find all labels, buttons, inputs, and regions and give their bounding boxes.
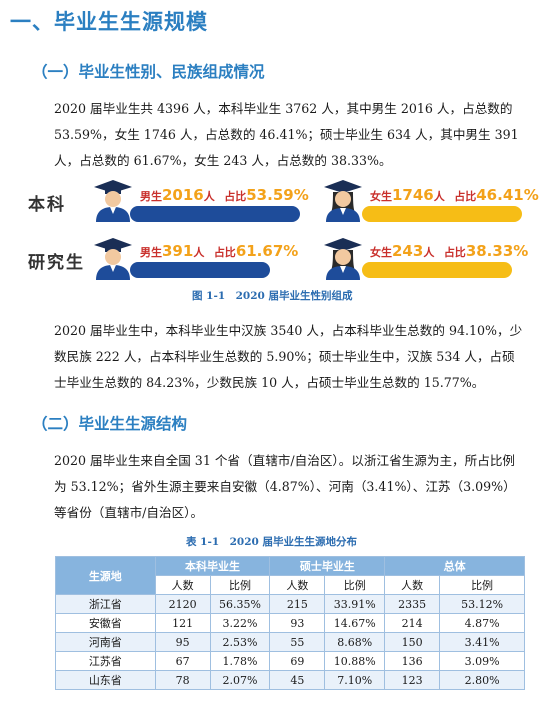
row-label-graduate: 研究生 [28, 253, 85, 273]
female-graduate-icon [324, 180, 362, 222]
paragraph-ethnicity: 2020 届毕业生中，本科毕业生中汉族 3540 人，占本科毕业生总数的 94.… [54, 323, 523, 390]
header-group-undergrad: 本科毕业生 [154, 556, 271, 576]
cell-value: 45 [269, 670, 326, 690]
subsection-title-gender: （一）毕业生性别、民族组成情况 [32, 63, 265, 81]
cell-value: 150 [384, 632, 441, 652]
cell-value: 67 [154, 651, 211, 671]
male-stat-undergrad: 男生2016人 占比53.59% [140, 186, 309, 204]
cell-province: 河南省 [55, 632, 156, 652]
cell-value: 69 [269, 651, 326, 671]
header-group-total: 总体 [384, 556, 525, 576]
table-row: 山东省 78 2.07% 45 7.10% 123 2.80% [55, 670, 525, 690]
cell-value: 7.10% [324, 670, 386, 690]
female-bar-undergrad [362, 206, 522, 222]
cell-value: 1.78% [209, 651, 271, 671]
header-group-master: 硕士毕业生 [269, 556, 386, 576]
cell-value: 8.68% [324, 632, 386, 652]
female-graduate-icon [324, 238, 362, 280]
origin-table: 生源地 本科毕业生 硕士毕业生 总体 人数 比例 人数 比例 人数 比例 浙江省… [55, 556, 525, 690]
cell-value: 55 [269, 632, 326, 652]
cell-value: 10.88% [324, 651, 386, 671]
header-source: 生源地 [55, 556, 156, 595]
subheader-ratio: 比例 [324, 575, 386, 595]
paragraph-gender: 2020 届毕业生共 4396 人，本科毕业生 3762 人，其中男生 2016… [54, 101, 519, 168]
subheader-ratio: 比例 [209, 575, 271, 595]
cell-value: 136 [384, 651, 441, 671]
cell-value: 2.53% [209, 632, 271, 652]
cell-value: 56.35% [209, 594, 271, 614]
male-graduate-icon [94, 180, 132, 222]
male-stat-graduate: 男生391人 占比61.67% [140, 242, 299, 260]
row-label-undergrad: 本科 [28, 195, 66, 215]
cell-value: 53.12% [439, 594, 525, 614]
cell-value: 78 [154, 670, 211, 690]
paragraph-origin: 2020 届毕业生来自全国 31 个省（直辖市/自治区）。以浙江省生源为主，所占… [54, 453, 516, 520]
subheader-count: 人数 [384, 575, 441, 595]
female-bar-graduate [362, 262, 512, 278]
cell-value: 3.41% [439, 632, 525, 652]
cell-province: 山东省 [55, 670, 156, 690]
table-caption: 表 1-1 2020 届毕业生生源地分布 [186, 536, 358, 548]
cell-value: 2.07% [209, 670, 271, 690]
cell-value: 14.67% [324, 613, 386, 633]
male-graduate-icon [94, 238, 132, 280]
subheader-ratio: 比例 [439, 575, 525, 595]
table-row: 浙江省 2120 56.35% 215 33.91% 2335 53.12% [55, 594, 525, 614]
cell-value: 121 [154, 613, 211, 633]
cell-value: 2335 [384, 594, 441, 614]
male-bar-graduate [130, 262, 270, 278]
cell-value: 3.09% [439, 651, 525, 671]
table-row: 河南省 95 2.53% 55 8.68% 150 3.41% [55, 632, 525, 652]
cell-value: 214 [384, 613, 441, 633]
subsection-title-origin: （二）毕业生生源结构 [32, 415, 188, 433]
female-stat-graduate: 女生243人 占比38.33% [370, 242, 529, 260]
cell-value: 93 [269, 613, 326, 633]
cell-value: 3.22% [209, 613, 271, 633]
subheader-count: 人数 [269, 575, 326, 595]
female-stat-undergrad: 女生1746人 占比46.41% [370, 186, 539, 204]
table-row: 江苏省 67 1.78% 69 10.88% 136 3.09% [55, 651, 525, 671]
cell-value: 123 [384, 670, 441, 690]
cell-value: 2.80% [439, 670, 525, 690]
cell-province: 安徽省 [55, 613, 156, 633]
cell-province: 江苏省 [55, 651, 156, 671]
section-title: 一、毕业生生源规模 [10, 10, 208, 34]
table-row: 安徽省 121 3.22% 93 14.67% 214 4.87% [55, 613, 525, 633]
cell-value: 33.91% [324, 594, 386, 614]
cell-value: 215 [269, 594, 326, 614]
cell-value: 2120 [154, 594, 211, 614]
figure-caption: 图 1-1 2020 届毕业生性别组成 [192, 290, 353, 302]
cell-province: 浙江省 [55, 594, 156, 614]
cell-value: 95 [154, 632, 211, 652]
male-bar-undergrad [130, 206, 300, 222]
subheader-count: 人数 [154, 575, 211, 595]
cell-value: 4.87% [439, 613, 525, 633]
